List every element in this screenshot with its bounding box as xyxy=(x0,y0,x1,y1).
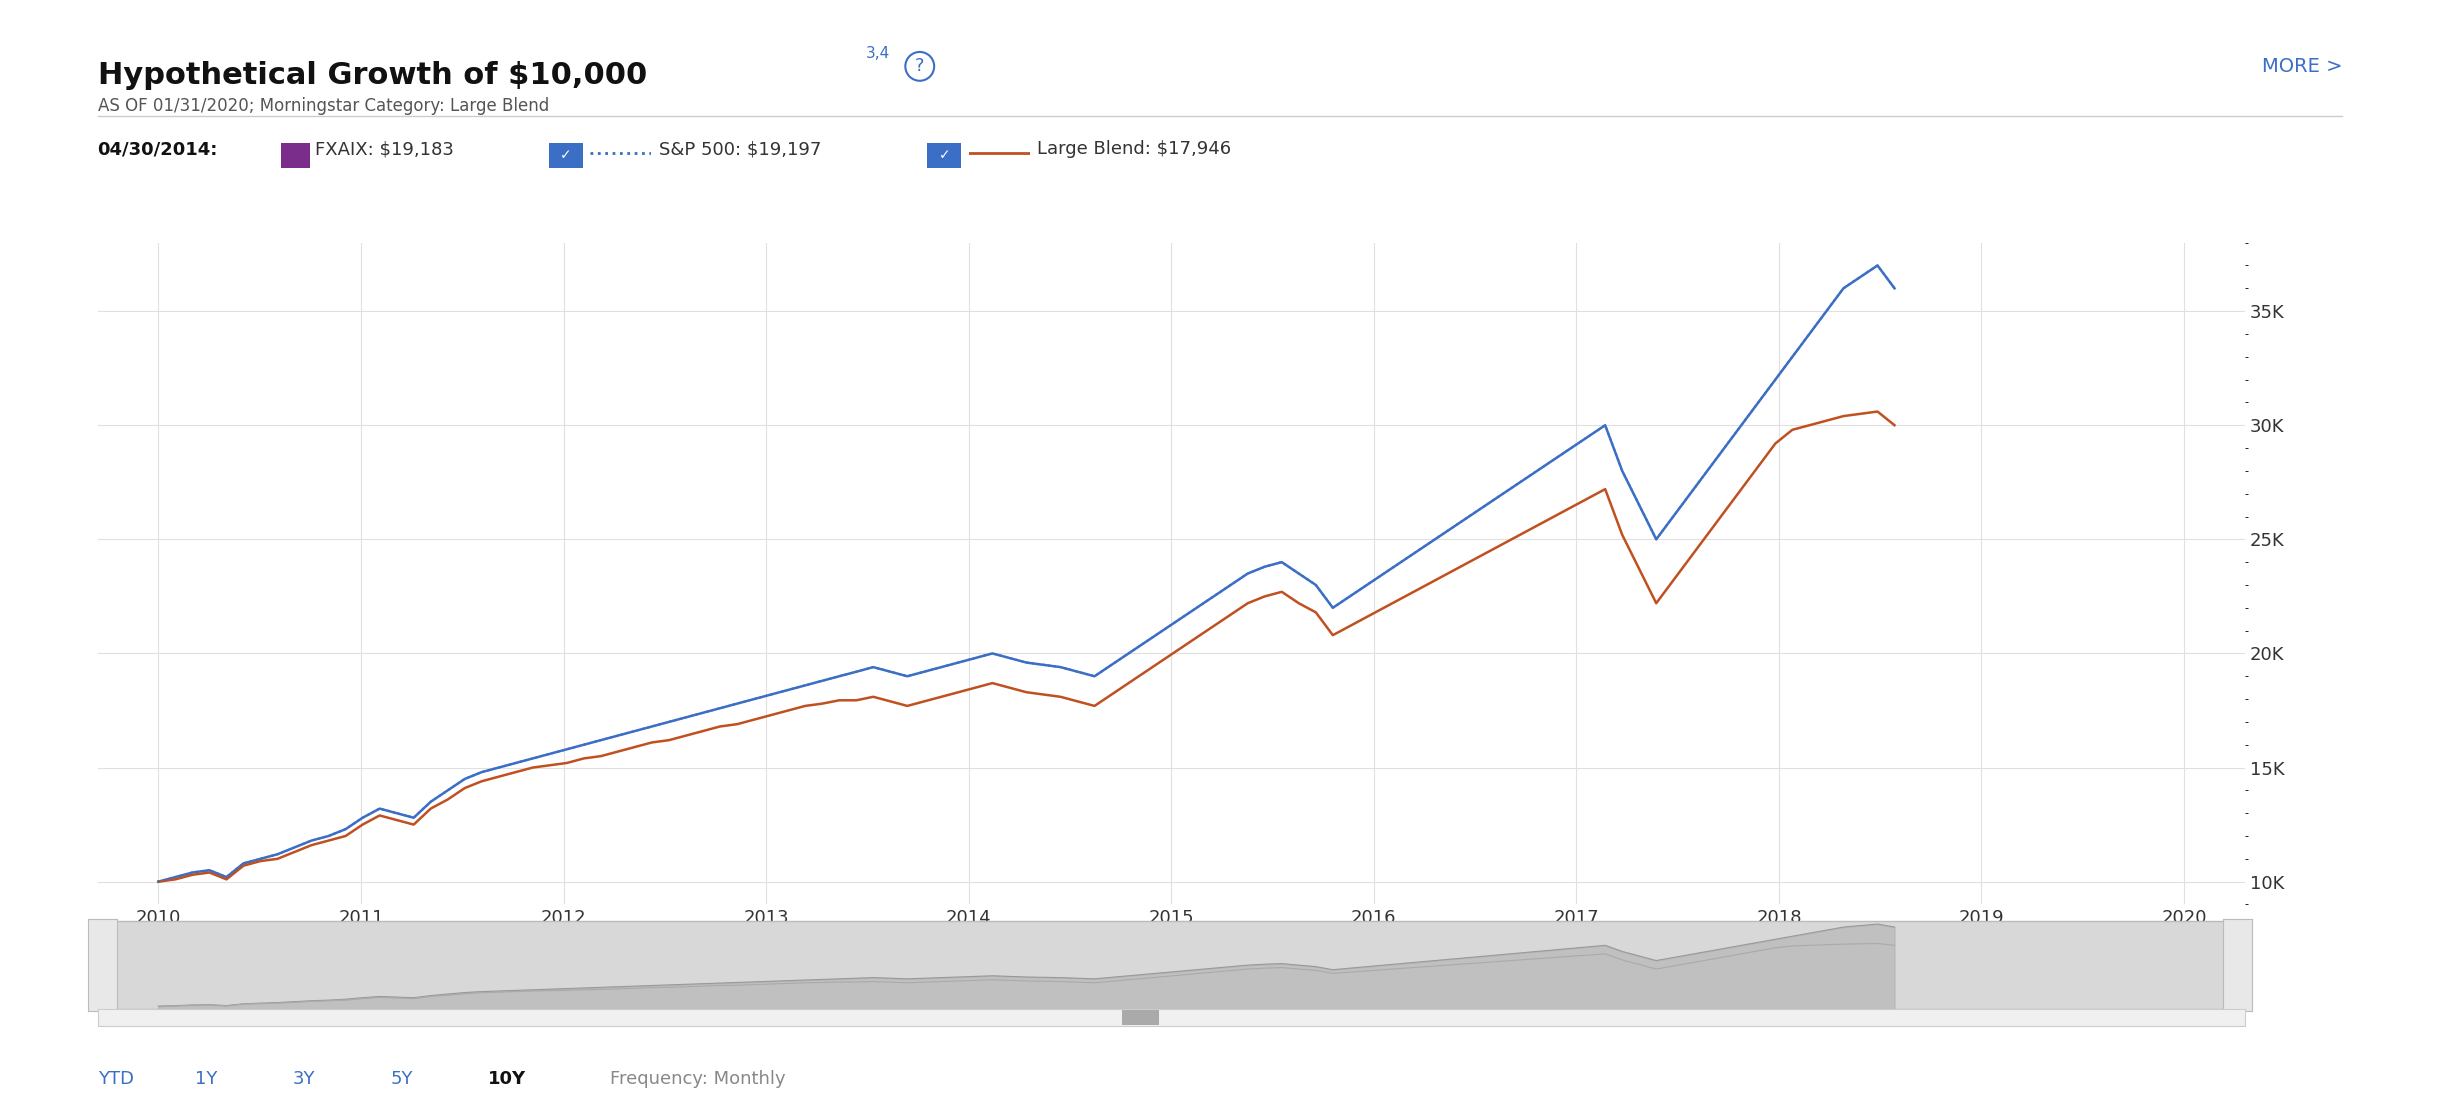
Large Blend xyxy=(1762,437,1791,450)
Text: 04/30/2014:: 04/30/2014: xyxy=(98,140,217,158)
Text: 3,4: 3,4 xyxy=(866,46,891,62)
Text: ✓: ✓ xyxy=(939,149,949,162)
FXAIX xyxy=(1728,418,1757,431)
Text: AS OF 01/31/2020; Morningstar Category: Large Blend: AS OF 01/31/2020; Morningstar Category: … xyxy=(98,97,549,115)
FXAIX xyxy=(1147,624,1176,638)
FXAIX xyxy=(1676,488,1706,501)
Text: Hypothetical Growth of $10,000: Hypothetical Growth of $10,000 xyxy=(98,61,647,89)
Line: S&P 500: S&P 500 xyxy=(159,266,1893,881)
FXAIX xyxy=(620,725,649,738)
Line: FXAIX: FXAIX xyxy=(159,266,1893,881)
Text: Frequency: Monthly: Frequency: Monthly xyxy=(610,1070,786,1088)
Text: YTD: YTD xyxy=(98,1070,134,1088)
S&P 500 xyxy=(1147,624,1176,638)
Text: MORE >: MORE > xyxy=(2262,57,2342,76)
Text: 5Y: 5Y xyxy=(390,1070,412,1088)
FXAIX xyxy=(1879,281,1908,295)
Text: Large Blend: $17,946: Large Blend: $17,946 xyxy=(1037,140,1232,158)
Text: 3Y: 3Y xyxy=(293,1070,315,1088)
S&P 500 xyxy=(1710,441,1740,454)
S&P 500 xyxy=(1762,373,1791,386)
Large Blend xyxy=(1710,505,1740,518)
Text: FXAIX: $19,183: FXAIX: $19,183 xyxy=(315,140,454,158)
FXAIX xyxy=(1710,441,1740,454)
FXAIX xyxy=(144,875,173,888)
Text: ?: ? xyxy=(915,57,925,75)
FXAIX xyxy=(1762,373,1791,386)
S&P 500 xyxy=(1862,259,1891,272)
S&P 500 xyxy=(620,725,649,738)
Large Blend xyxy=(620,740,649,753)
Text: ✓: ✓ xyxy=(561,149,571,162)
Large Blend xyxy=(1147,654,1176,667)
Large Blend xyxy=(1862,405,1891,418)
Large Blend xyxy=(1676,552,1706,565)
FXAIX xyxy=(1862,259,1891,272)
Text: 1Y: 1Y xyxy=(195,1070,217,1088)
S&P 500 xyxy=(1879,281,1908,295)
Large Blend xyxy=(1879,419,1908,432)
Line: Large Blend: Large Blend xyxy=(159,411,1893,881)
Large Blend xyxy=(1728,482,1757,495)
Text: 10Y: 10Y xyxy=(488,1070,527,1088)
S&P 500 xyxy=(1676,488,1706,501)
S&P 500 xyxy=(1728,419,1757,432)
S&P 500 xyxy=(144,875,173,888)
Text: S&P 500: $19,197: S&P 500: $19,197 xyxy=(659,140,822,158)
Large Blend xyxy=(144,875,173,888)
